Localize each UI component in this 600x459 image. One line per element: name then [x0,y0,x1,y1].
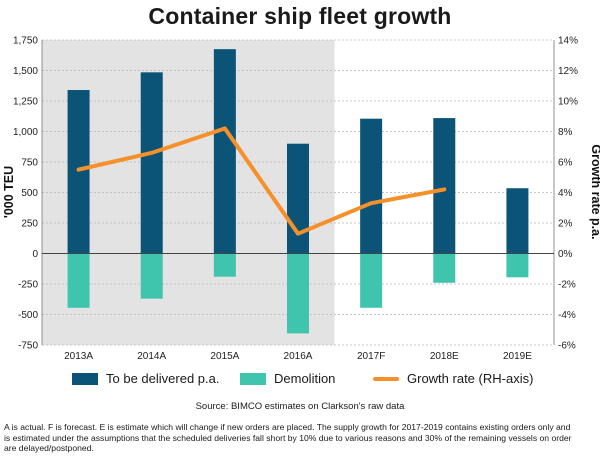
bar-demolition [140,253,163,299]
legend: To be delivered p.a. Demolition Growth r… [0,371,600,389]
y2-tick-label: -2% [558,280,576,291]
y2-tick-label: 0% [558,249,573,260]
legend-item-growth: Growth rate (RH-axis) [373,371,533,386]
bar-delivered [213,49,236,254]
x-tick-label: 2019E [503,351,532,362]
y2-tick-label: 8% [558,127,573,138]
bar-delivered [433,118,456,254]
chart-title: Container ship fleet growth [148,3,452,29]
x-axis-labels: 2013A 2014A 2015A 2016A 2017F 2018E 2019E [64,351,532,362]
y2-tick-label: -6% [558,341,576,352]
y-tick-label: -500 [18,310,38,321]
y-tick-label: 0 [32,249,38,260]
x-tick-label: 2013A [64,351,93,362]
y-tick-label: 250 [21,219,38,230]
right-axis-ticks: 14% 12% 10% 8% 6% 4% 2% 0% -2% -4% -6% [558,36,578,352]
y-tick-label: 1,750 [13,36,38,47]
chart-svg: 1,750 1,500 1,250 1,000 750 500 250 0 -250 -500 -7… [2,36,600,363]
bar-demolition [506,253,529,278]
y-tick-label: 1,500 [13,66,38,77]
y2-tick-label: 14% [558,36,578,47]
legend-label-growth: Growth rate (RH-axis) [407,371,534,386]
footnote: A is actual. F is forecast. E is estimat… [4,422,596,454]
bars-group [67,49,529,334]
bar-delivered [287,143,309,254]
y-tick-label: -750 [18,341,38,352]
legend-swatch-demolition [240,372,266,385]
x-tick-label: 2016A [284,351,313,362]
footnote-line: are delayed/postponed. [4,443,94,453]
bar-delivered [67,90,90,254]
bar-demolition [433,253,456,283]
y2-axis-title: Growth rate p.a. [589,144,600,239]
legend-swatch-deliveries [72,372,98,385]
bar-demolition [67,253,90,308]
y2-tick-label: 10% [558,97,578,108]
y2-tick-label: 6% [558,158,573,169]
footnote-line: is estimated under the assumptions that … [4,432,572,443]
legend-label-demolition: Demolition [274,371,336,386]
y-axis-title: '000 TEU [2,166,16,218]
left-axis-ticks: 1,750 1,500 1,250 1,000 750 500 250 0 -250 -500 -7… [13,36,38,352]
x-tick-label: 2017F [357,351,385,362]
bar-delivered [140,72,163,254]
bar-demolition [287,253,309,334]
y-tick-label: 750 [21,158,38,169]
legend-item-demolition: Demolition [240,371,335,386]
bar-demolition [360,253,383,308]
footnote-line: A is actual. F is forecast. E is estimat… [4,422,571,432]
legend-swatch-growth [373,376,399,381]
y-tick-label: 1,000 [13,127,38,138]
bar-delivered [506,188,529,254]
x-tick-label: 2014A [137,351,166,362]
y2-tick-label: 4% [558,188,573,199]
source-note: Source: BIMCO estimates on Clarkson's ra… [195,401,405,412]
x-tick-label: 2015A [210,351,239,362]
y2-tick-label: -4% [558,310,576,321]
legend-item-deliveries: To be delivered p.a. [72,371,219,386]
y2-tick-label: 12% [558,66,578,77]
y2-tick-label: 2% [558,219,573,230]
y-tick-label: 500 [21,188,38,199]
y-tick-label: -250 [18,280,38,291]
x-tick-label: 2018E [430,351,459,362]
bar-delivered [360,118,383,254]
legend-label-deliveries: To be delivered p.a. [106,371,220,386]
y-tick-label: 1,250 [13,97,38,108]
growth-rate-line [76,126,447,236]
bar-demolition [213,253,236,277]
